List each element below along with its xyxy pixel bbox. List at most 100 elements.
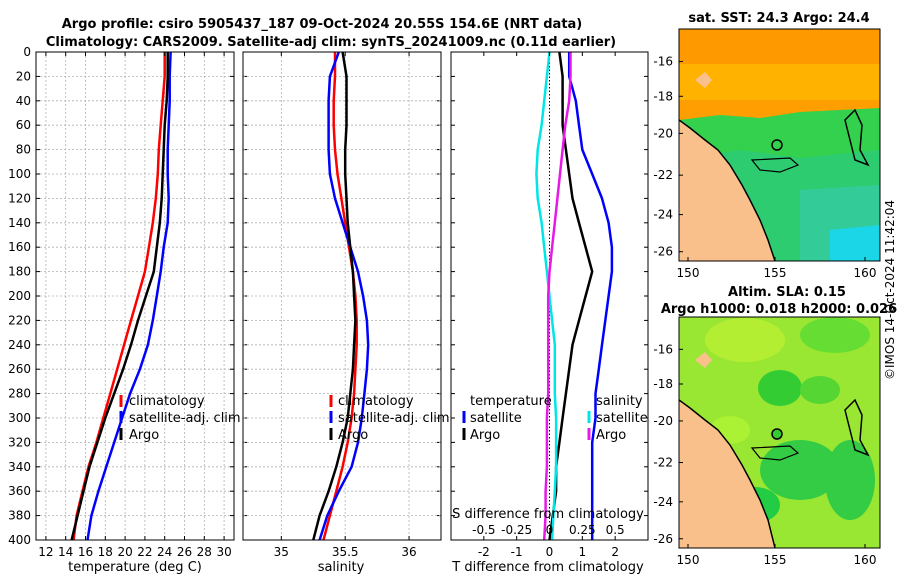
legend-climatology: climatology (129, 394, 205, 409)
x-tick-label: 30 (216, 545, 231, 559)
salinity-legend: climatology satellite-adj. clim Argo (329, 394, 450, 443)
lat-tick-label: -22 (653, 456, 673, 470)
lon-tick-label: 150 (677, 553, 700, 567)
y-tick-label: 60 (16, 118, 31, 132)
x-tick-label: 26 (177, 545, 192, 559)
x-tick-label: 22 (137, 545, 152, 559)
series-line-argo (70, 52, 169, 541)
temperature-legend: climatology satellite-adj. clim Argo (119, 394, 241, 443)
sla-map-title-2: Argo h1000: 0.018 h2000: 0.026 (661, 302, 897, 317)
s-diff-tick-label: 0.25 (569, 523, 596, 537)
lat-tick-label: -20 (653, 414, 673, 428)
y-tick-label: 300 (8, 411, 31, 425)
x-tick-label: 36 (401, 545, 416, 559)
y-tick-label: 280 (8, 387, 31, 401)
legend-s-argo: Argo (596, 428, 626, 443)
x-tick-label: 28 (197, 545, 212, 559)
x-tick-label: 35 (274, 545, 289, 559)
series-line-climatology (72, 52, 166, 541)
x-tick-label: 20 (117, 545, 132, 559)
s-diff-tick-label: 0.5 (606, 523, 625, 537)
x-tick-label: -1 (511, 545, 523, 559)
y-tick-label: 380 (8, 509, 31, 523)
lon-tick-label: 160 (854, 553, 877, 567)
y-tick-label: 200 (8, 289, 31, 303)
y-tick-label: 40 (16, 94, 31, 108)
lat-tick-label: -24 (653, 495, 673, 509)
legend-t-argo: Argo (470, 428, 500, 443)
salinity-panel: 35 35.5 36 salinity climatology satellite-… (242, 51, 450, 575)
lon-tick-label: 160 (854, 266, 877, 280)
lat-tick-label: -16 (653, 54, 673, 68)
legend-climatology: climatology (338, 394, 414, 409)
sst-map: sat. SST: 24.3 Argo: 24.4 -16 -18 -20 -22 -2… (653, 11, 881, 280)
x-tick-label: 24 (157, 545, 172, 559)
y-tick-label: 80 (16, 143, 31, 157)
y-tick-label: 220 (8, 313, 31, 327)
x-tick-label: -2 (478, 545, 490, 559)
y-tick-label: 120 (8, 191, 31, 205)
x-tick-label: 2 (611, 545, 619, 559)
lon-tick-label: 155 (764, 266, 787, 280)
y-tick-label: 20 (16, 69, 31, 83)
y-tick-label: 0 (23, 45, 31, 59)
y-tick-label: 100 (8, 167, 31, 181)
s-diff-tick-label: -0.25 (501, 523, 532, 537)
lat-tick-label: -18 (653, 377, 673, 391)
x-tick-label: 35.5 (332, 545, 359, 559)
sla-map-frame (678, 316, 881, 549)
y-tick-label: 140 (8, 216, 31, 230)
sla-map-title-1: Altim. SLA: 0.15 (728, 285, 846, 300)
lon-tick-label: 155 (764, 553, 787, 567)
legend-argo: Argo (129, 428, 159, 443)
s-diff-tick-label: 0 (546, 523, 554, 537)
salinity-xlabel: salinity (318, 560, 365, 575)
y-tick-label: 180 (8, 265, 31, 279)
y-tick-label: 360 (8, 484, 31, 498)
y-tick-label: 160 (8, 240, 31, 254)
sst-map-title: sat. SST: 24.3 Argo: 24.4 (688, 11, 869, 26)
x-tick-label: 1 (579, 545, 587, 559)
title-line-2: Climatology: CARS2009. Satellite-adj cli… (46, 35, 616, 50)
x-tick-label: 0 (546, 545, 554, 559)
lat-tick-label: -20 (653, 126, 673, 140)
legend-argo: Argo (338, 428, 368, 443)
y-tick-label: 320 (8, 435, 31, 449)
lat-tick-label: -26 (653, 245, 673, 259)
difference-legend: temperature satellite Argo salinity sate… (462, 394, 648, 443)
lat-tick-label: -24 (653, 208, 673, 222)
series-line-satellite-adj-clim (86, 51, 172, 541)
legend-salinity-title: salinity (596, 394, 643, 409)
series-line-t-satellite (567, 52, 614, 540)
s-diff-tick-label: -0.5 (472, 523, 495, 537)
series-line-argo (312, 51, 357, 541)
lat-tick-label: -26 (653, 532, 673, 546)
legend-temperature-title: temperature (470, 394, 552, 409)
s-difference-label: S difference from climatology (452, 507, 644, 522)
series-line-satellite-adj-clim (318, 51, 370, 541)
imos-credit: ©IMOS 14-Oct-2024 11:42:04 (883, 200, 897, 380)
x-tick-label: 18 (98, 545, 113, 559)
title-line-1: Argo profile: csiro 5905437_187 09-Oct-2… (62, 17, 583, 32)
series-line-s-argo (542, 52, 572, 541)
lat-tick-label: -22 (653, 168, 673, 182)
temperature-panel: 12 14 16 18 20 22 24 26 28 30 0204060801001201401… (8, 45, 648, 575)
temperature-xlabel: temperature (deg C) (68, 560, 202, 575)
series-line-climatology (322, 52, 358, 541)
x-tick-label: 14 (58, 545, 73, 559)
difference-panel: -2 -1 0 1 2 -0.5 -0.25 0 0.25 0.5 T difference f… (450, 51, 649, 575)
lon-tick-label: 150 (677, 266, 700, 280)
x-tick-label: 12 (38, 545, 53, 559)
y-tick-label: 260 (8, 362, 31, 376)
y-tick-label: 340 (8, 460, 31, 474)
y-tick-label: 400 (8, 533, 31, 547)
legend-t-satellite: satellite (470, 411, 522, 426)
salinity-axes-box (242, 51, 442, 541)
lat-tick-label: -16 (653, 342, 673, 356)
legend-satellite: satellite-adj. clim (338, 411, 450, 426)
x-tick-label: 16 (78, 545, 93, 559)
legend-s-satellite: satellite (596, 411, 648, 426)
series-line-s-satellite (535, 51, 558, 541)
sst-map-frame (678, 28, 881, 262)
